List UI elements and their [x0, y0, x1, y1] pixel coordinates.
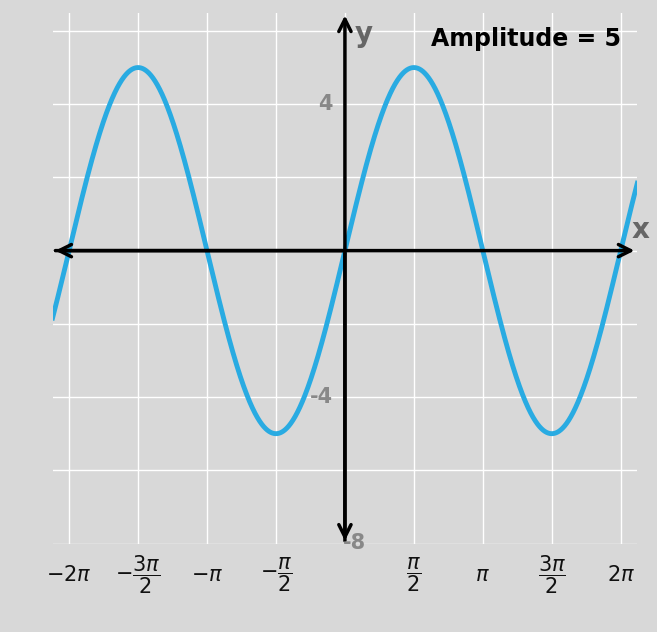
Text: $\dfrac{\pi}{2}$: $\dfrac{\pi}{2}$ — [406, 556, 422, 594]
Text: $-\dfrac{3\pi}{2}$: $-\dfrac{3\pi}{2}$ — [115, 554, 161, 597]
Text: 4: 4 — [318, 94, 332, 114]
Text: $-\pi$: $-\pi$ — [191, 565, 223, 585]
Text: Amplitude = 5: Amplitude = 5 — [431, 27, 621, 51]
Text: $2\pi$: $2\pi$ — [606, 565, 635, 585]
Text: -8: -8 — [343, 533, 366, 552]
Text: $\pi$: $\pi$ — [476, 565, 490, 585]
Text: y: y — [355, 20, 373, 48]
Text: $\dfrac{3\pi}{2}$: $\dfrac{3\pi}{2}$ — [537, 554, 566, 597]
Text: $-2\pi$: $-2\pi$ — [46, 565, 92, 585]
Text: -4: -4 — [309, 387, 332, 407]
Text: x: x — [631, 217, 649, 245]
Text: $-\dfrac{\pi}{2}$: $-\dfrac{\pi}{2}$ — [260, 556, 292, 594]
